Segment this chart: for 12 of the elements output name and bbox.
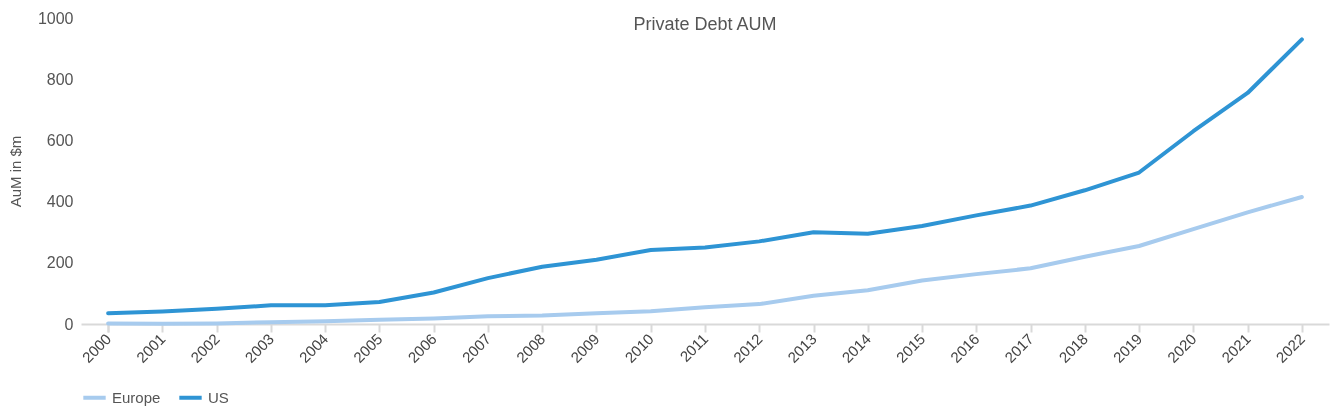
y-tick-label: 1000	[37, 9, 74, 27]
y-tick-label: 400	[46, 193, 74, 211]
y-axis-title: AuM in $m	[6, 135, 24, 208]
chart-title: Private Debt AUM	[633, 14, 777, 34]
y-tick-label: 0	[64, 315, 74, 333]
y-tick-label: 600	[46, 131, 74, 149]
y-tick-label: 200	[46, 254, 74, 272]
legend-label: Europe	[112, 388, 161, 406]
legend-label: US	[208, 388, 229, 406]
line-series	[106, 37, 1304, 316]
y-tick-label: 800	[46, 70, 74, 88]
line-series	[106, 195, 1304, 326]
